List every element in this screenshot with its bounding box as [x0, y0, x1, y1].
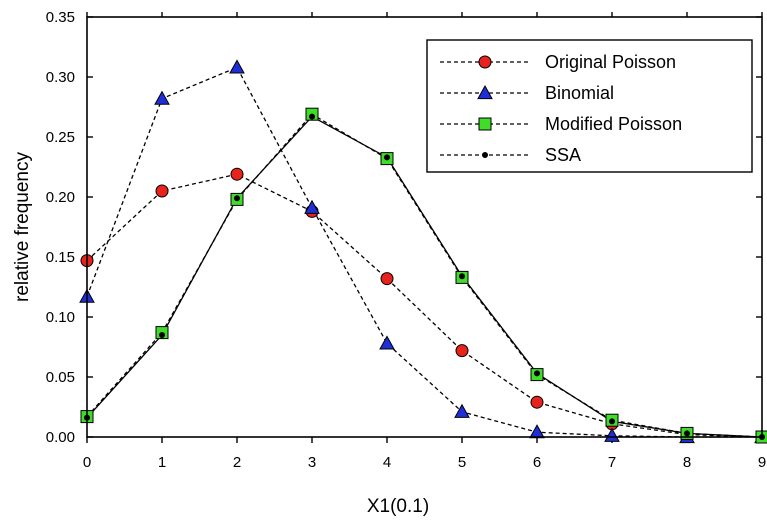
ytick-label: 0.05: [46, 369, 75, 386]
series-line-ssa: [86, 115, 763, 438]
xtick-label: 8: [683, 454, 691, 471]
legend-label-ssa: SSA: [545, 145, 581, 165]
plot-frame: [86, 16, 763, 438]
legend: Original Poisson Binomial Modified Poisson…: [426, 39, 753, 173]
point-ssa: [684, 430, 690, 437]
point-binomial: [304, 199, 320, 214]
point-ssa: [309, 113, 315, 120]
point-original-poisson: [380, 272, 394, 286]
point-binomial: [454, 403, 470, 418]
ytick-labels: 0.00 0.05 0.10 0.15 0.20 0.25 0.30 0.35: [46, 9, 75, 446]
xtick-label: 5: [458, 454, 466, 471]
legend-marker-ssa: [482, 152, 488, 158]
xtick-label: 1: [158, 454, 166, 471]
ytick-label: 0.00: [46, 429, 75, 446]
ytick-label: 0.30: [46, 69, 75, 86]
point-original-poisson: [155, 184, 169, 198]
point-original-poisson: [455, 344, 469, 358]
point-binomial: [604, 427, 620, 442]
xtick-label: 9: [758, 454, 766, 471]
point-ssa: [234, 195, 240, 202]
legend-label-original-poisson: Original Poisson: [545, 52, 676, 72]
point-binomial: [379, 335, 395, 350]
series-line-original-poisson: [86, 173, 763, 438]
xtick-label: 0: [83, 454, 91, 471]
xtick-label: 7: [608, 454, 616, 471]
point-original-poisson: [530, 395, 544, 409]
ytick-label: 0.20: [46, 189, 75, 206]
legend-items: Original Poisson Binomial Modified Poisson…: [440, 52, 682, 165]
legend-marker-original-poisson: [478, 55, 492, 69]
ytick-label: 0.25: [46, 129, 75, 146]
xtick-label: 4: [383, 454, 391, 471]
point-binomial: [154, 90, 170, 105]
xtick-label: 3: [308, 454, 316, 471]
point-ssa: [534, 370, 540, 377]
point-binomial: [529, 424, 545, 439]
point-original-poisson: [230, 167, 244, 181]
legend-label-modified-poisson: Modified Poisson: [545, 114, 682, 134]
point-ssa: [384, 154, 390, 161]
xtick-label: 6: [533, 454, 541, 471]
point-ssa: [159, 332, 165, 338]
series-markers: [79, 59, 767, 444]
legend-label-binomial: Binomial: [545, 83, 614, 103]
ytick-marks: [87, 16, 762, 438]
xtick-label: 2: [233, 454, 241, 471]
ytick-label: 0.35: [46, 9, 75, 26]
xtick-labels: 0 1 2 3 4 5 6 7 8 9: [83, 454, 766, 471]
ytick-label: 0.15: [46, 249, 75, 266]
legend-marker-binomial: [477, 84, 493, 100]
point-binomial: [229, 59, 245, 74]
point-ssa: [459, 273, 465, 280]
legend-marker-modified-poisson: [478, 117, 492, 131]
y-axis-label: relative frequency: [12, 152, 33, 302]
ytick-label: 0.10: [46, 309, 75, 326]
x-axis-label: X1(0.1): [367, 496, 429, 517]
point-ssa: [609, 418, 615, 425]
